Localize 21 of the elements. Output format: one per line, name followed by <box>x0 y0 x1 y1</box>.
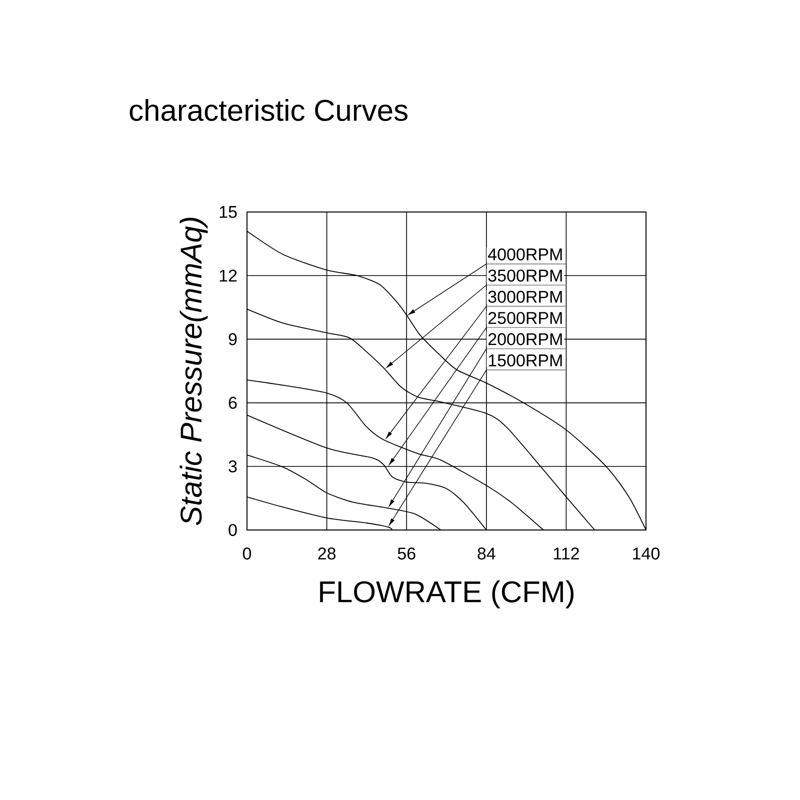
chart-title: characteristic Curves <box>130 98 408 122</box>
x-tick-label: 0 <box>242 548 252 560</box>
x-tick-label: 140 <box>633 548 660 560</box>
x-axis-title: FLOWRATE (CFM) <box>320 580 574 608</box>
x-tick-label: 56 <box>398 548 416 560</box>
annotation: 4000RPM <box>488 248 562 260</box>
y-tick-label: 15 <box>220 206 237 218</box>
y-axis-title: Static Pressure(mmAq) <box>180 218 208 526</box>
y-tick-label: 0 <box>228 524 237 536</box>
x-tick-label: 84 <box>478 548 496 560</box>
annotation: 1500RPM <box>488 354 562 366</box>
y-tick-label: 3 <box>228 460 237 472</box>
annotation: 3000RPM <box>488 290 562 303</box>
y-tick-label: 12 <box>220 270 237 282</box>
x-tick-label: 112 <box>554 548 579 560</box>
annotation: 3500RPM <box>488 270 562 282</box>
y-tick-label: 9 <box>228 333 237 346</box>
annotation: 2000RPM <box>488 333 562 346</box>
y-tick-label: 6 <box>228 396 237 409</box>
x-tick-label: 28 <box>318 548 336 560</box>
annotation: 2500RPM <box>488 312 562 324</box>
